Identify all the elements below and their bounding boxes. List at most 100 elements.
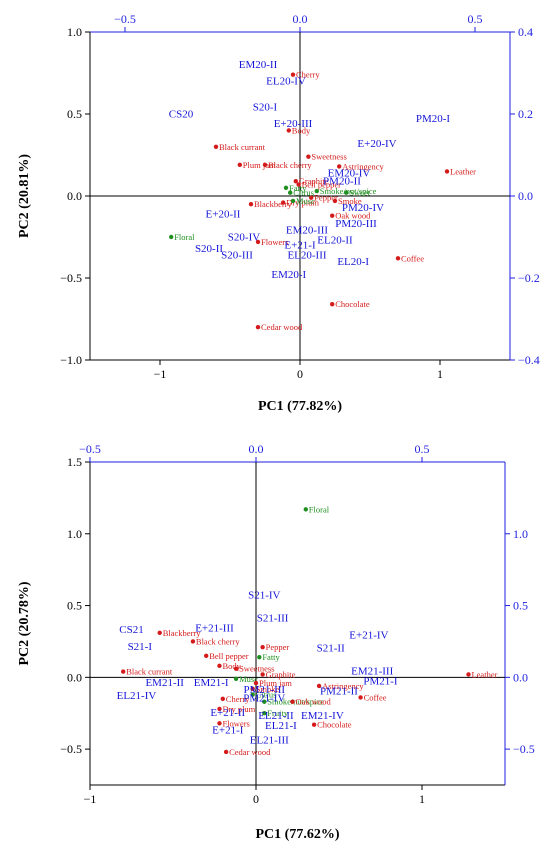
attribute-label: Smoke [256,684,280,694]
x-tick-label: 1 [437,367,443,381]
sample-label: S20-I [253,102,278,114]
attribute-point [121,669,126,674]
attribute-point [344,190,349,195]
sample-label: S21-I [128,641,153,653]
sample-label: EM20-III [286,225,328,237]
attribute-point [281,200,286,205]
attribute-label: Floral [174,232,195,242]
attribute-label: Pepper [314,193,338,203]
y-tick-label: −0.5 [60,742,82,756]
attribute-point [204,653,209,658]
sample-label: EL21-I [265,720,297,732]
attribute-label: Musc [239,674,258,684]
y-tick-label: 0.5 [67,599,82,613]
attribute-point [233,666,239,671]
sample-label: S21-III [257,612,289,624]
sample-label: PM20-IV [342,202,384,214]
attribute-point [358,695,363,700]
sample-label: EM20-II [239,59,278,71]
secondary-y-tick-label: 0.4 [518,25,533,39]
y-tick-label: 1.0 [67,25,82,39]
sample-label: EL21-III [250,734,289,746]
attribute-point [311,722,317,727]
attribute-label: Chocolate [335,299,370,309]
attribute-point [250,686,255,692]
attribute-point [290,699,295,704]
secondary-y-tick-label: 0.5 [513,599,528,613]
sample-label: EM21-I [194,677,229,689]
attribute-label: Body [222,661,241,671]
sample-label: E+20-III [274,118,313,130]
sample-label: E+20-IV [357,138,396,150]
sample-label: PM20-III [335,218,377,230]
attribute-point [314,188,319,194]
x-tick-label: −1 [84,792,97,806]
x-tick-label: 0 [297,367,303,381]
y-tick-label: 0.0 [67,670,82,684]
sample-label: EL20-II [317,235,353,247]
attribute-label: Astringency [342,161,384,171]
attribute-point [262,162,268,168]
attribute-label: Black currant [126,667,173,677]
attribute-label: Cedar wood [261,322,303,332]
sample-label: E+21-I [284,239,316,251]
attribute-label: Floral [309,504,330,514]
attribute-point [255,325,261,330]
attribute-label: Musc [296,196,315,206]
sample-label: EM21-IV [301,710,344,722]
x-axis-label: PC1 (77.82%) [258,399,342,414]
attribute-point [330,302,335,307]
attribute-point [237,162,242,168]
attribute-label: Cedar wood [229,747,271,757]
sample-label: EM20-IV [328,167,371,179]
sample-label: EL21-IV [117,690,157,702]
secondary-y-tick-label: −0.5 [513,742,535,756]
secondary-y-tick-label: 0.0 [513,670,528,684]
attribute-point [220,696,225,702]
sample-label: EL21-II [258,710,294,722]
attribute-label: Coffee [401,253,424,263]
attribute-label: Graphite [299,176,329,186]
biplot-2020: −1 0 1 1.0 0.5 0.0 −0.5 −1.0 −0.5 0.0 0.5 0.4 0.2 0.0… [17,12,540,414]
attribute-label: Citrus [256,690,277,700]
attribute-point [262,699,267,704]
sample-label: PM21-III [244,684,286,696]
attribute-point [250,692,255,697]
attribute-label: Oak wood [296,697,332,707]
attribute-label: Blackberry [163,628,202,638]
attribute-label: Leather [450,166,476,176]
sample-label: CS20 [169,108,194,120]
attribute-label: Fatty [289,183,307,193]
attribute-label: Dry plum [222,704,255,714]
attribute-label: Body [292,125,311,135]
y-tick-label: 0.0 [67,189,82,203]
attribute-point [466,672,471,677]
secondary-x-tick-label: 0.0 [249,442,264,456]
attribute-label: Smoke/nut/spice [320,186,377,196]
attribute-label: Dry plum [286,198,319,208]
attribute-label: Cherry [296,70,320,80]
attribute-label: Chocolate [317,720,352,730]
attribute-label: Bell pepper [302,180,342,190]
secondary-y-tick-label: 0.0 [518,189,533,203]
sample-label: E+21-II [210,707,245,719]
sample-label: E+21-III [195,622,234,634]
attribute-label: Astringency [322,681,364,691]
attribute-label: Fatty [262,652,280,662]
attribute-point [217,706,222,712]
sample-label: EM21-III [351,665,393,677]
attribute-point [444,169,450,174]
attribute-label: Black cherry [196,636,240,646]
attribute-label: Pepper [266,642,290,652]
attribute-label: Sweetness [239,664,274,674]
sample-label: PM20-II [323,176,361,188]
sample-label: EL20-I [337,256,369,268]
attribute-point [316,683,322,689]
attribute-point [290,72,296,77]
attribute-label: Black currant [219,142,266,152]
attribute-point [260,644,265,650]
attribute-point [253,680,259,686]
sample-label: EL20-IV [266,75,306,87]
x-tick-label: −1 [154,367,167,381]
attribute-point [309,195,314,200]
